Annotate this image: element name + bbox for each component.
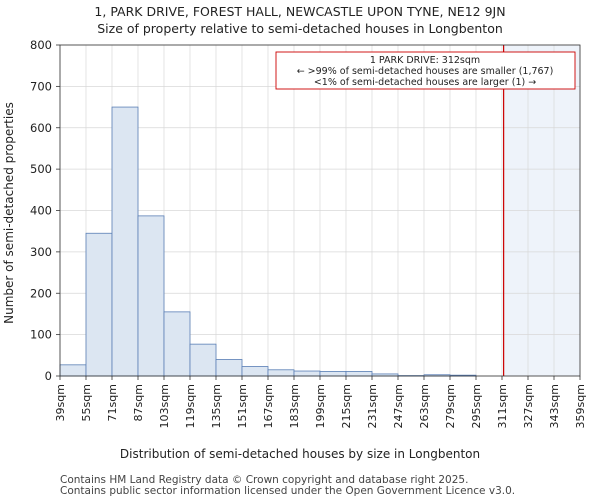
histogram-bar <box>85 232 113 377</box>
y-axis-label: Number of semi-detached properties <box>2 102 16 324</box>
x-tick-label: 311sqm <box>496 384 509 428</box>
histogram-bar <box>319 371 347 377</box>
x-tick-label: 151sqm <box>236 384 249 428</box>
x-tick-label: 135sqm <box>210 384 223 428</box>
x-tick-label: 215sqm <box>340 384 353 428</box>
y-tick-label: 200 <box>30 286 52 300</box>
x-tick-label: 279sqm <box>444 384 457 428</box>
histogram-bar <box>345 371 373 377</box>
chart-subtitle: Size of property relative to semi-detach… <box>97 21 503 36</box>
x-tick-label: 103sqm <box>158 384 171 428</box>
y-tick-label: 0 <box>45 369 52 383</box>
x-tick-label: 119sqm <box>184 384 197 428</box>
x-tick-label: 55sqm <box>80 384 93 421</box>
histogram-bar <box>163 311 191 377</box>
y-tick-label: 600 <box>30 121 52 135</box>
y-tick-label: 800 <box>30 38 52 52</box>
annotation-line1: 1 PARK DRIVE: 312sqm <box>370 55 480 66</box>
x-axis-label: Distribution of semi-detached houses by … <box>120 447 480 461</box>
x-tick-label: 295sqm <box>470 384 483 428</box>
histogram-bar <box>59 364 87 377</box>
y-tick-label: 400 <box>30 204 52 218</box>
x-tick-label: 327sqm <box>522 384 535 428</box>
y-tick-label: 700 <box>30 79 52 93</box>
histogram-bar <box>111 106 139 377</box>
histogram-bar <box>241 366 269 377</box>
histogram-bar <box>189 343 217 377</box>
x-tick-label: 359sqm <box>574 384 587 428</box>
annotation-line3: <1% of semi-detached houses are larger (… <box>314 77 536 88</box>
footer-licence: Contains public sector information licen… <box>60 485 516 497</box>
y-tick-label: 300 <box>30 245 52 259</box>
histogram-bar <box>267 369 295 377</box>
annotation-line2: ← >99% of semi-detached houses are small… <box>297 66 554 77</box>
footer-copyright: Contains HM Land Registry data © Crown c… <box>60 474 469 486</box>
x-tick-label: 247sqm <box>392 384 405 428</box>
y-tick-label: 100 <box>30 328 52 342</box>
x-tick-label: 183sqm <box>288 384 301 428</box>
x-tick-label: 167sqm <box>262 384 275 428</box>
x-tick-label: 343sqm <box>548 384 561 428</box>
x-tick-label: 199sqm <box>314 384 327 428</box>
x-tick-label: 87sqm <box>132 384 145 421</box>
histogram-bar <box>293 370 321 377</box>
histogram-bar <box>137 215 165 377</box>
x-tick-label: 39sqm <box>54 384 67 421</box>
histogram-bar <box>215 359 243 377</box>
annotation-box <box>275 51 576 90</box>
x-tick-label: 71sqm <box>106 384 119 421</box>
x-tick-label: 231sqm <box>366 384 379 428</box>
y-tick-label: 500 <box>30 162 52 176</box>
chart-title: 1, PARK DRIVE, FOREST HALL, NEWCASTLE UP… <box>94 4 506 19</box>
x-tick-label: 263sqm <box>418 384 431 428</box>
